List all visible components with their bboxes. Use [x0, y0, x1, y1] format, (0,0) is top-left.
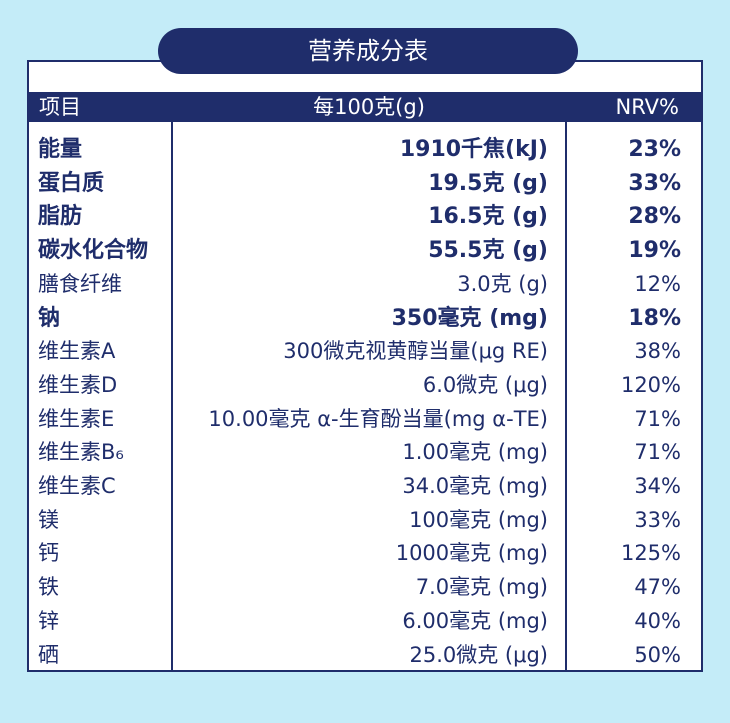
amount-cell: 1910千焦(kJ): [399, 137, 548, 162]
amount-cell: 34.0毫克 (mg): [402, 474, 548, 498]
nrv-cell: 18%: [628, 305, 681, 331]
nrv-cell: 33%: [628, 170, 681, 196]
header-cell: NRV%: [615, 95, 679, 119]
amount-cell: 10.00毫克 α-生育酚当量(mg α-TE): [208, 406, 548, 431]
item-cell: 铁: [38, 575, 59, 600]
item-cell: 维生素A: [38, 339, 116, 364]
item-cell: 钠: [38, 305, 61, 331]
table-row: 镁 100毫克 (mg) 33%: [27, 504, 703, 538]
item-cell: 维生素B₆: [38, 440, 124, 465]
nrv-cell: 40%: [634, 608, 681, 633]
title: 营养成分表: [158, 28, 578, 74]
amount-cell: 7.0毫克 (mg): [415, 575, 548, 600]
item-cell: 钙: [38, 541, 59, 566]
amount-cell: 350毫克 (mg): [391, 305, 548, 331]
amount-cell: 300微克视黄醇当量(μg RE): [283, 339, 548, 364]
amount-cell: 16.5克 (g): [428, 204, 548, 230]
table-row: 钠 350毫克 (mg) 18%: [27, 302, 703, 336]
nrv-cell: 125%: [620, 541, 681, 566]
table-card: [27, 60, 703, 672]
nrv-cell: 50%: [634, 642, 681, 667]
item-cell: 硒: [38, 642, 59, 667]
nrv-cell: 12%: [634, 271, 681, 296]
table-row: 维生素E 10.00毫克 α-生育酚当量(mg α-TE) 71%: [27, 403, 703, 437]
table-row: 锌 6.00毫克 (mg) 40%: [27, 605, 703, 639]
table-row: 铁 7.0毫克 (mg) 47%: [27, 571, 703, 605]
item-cell: 碳水化合物: [38, 238, 149, 264]
item-cell: 脂肪: [38, 204, 83, 230]
nrv-cell: 71%: [634, 406, 681, 431]
table-row: 维生素C 34.0毫克 (mg) 34%: [27, 470, 703, 504]
nrv-cell: 120%: [620, 372, 681, 397]
nrv-cell: 28%: [628, 204, 681, 230]
nrv-cell: 47%: [634, 575, 681, 600]
item-cell: 镁: [38, 507, 59, 532]
nrv-cell: 33%: [634, 507, 681, 532]
amount-cell: 25.0微克 (μg): [409, 642, 548, 667]
header-cell: 项目: [39, 95, 81, 119]
item-cell: 维生素C: [38, 474, 116, 498]
column-divider: [171, 122, 173, 670]
nrv-cell: 23%: [628, 137, 681, 162]
table-row: 蛋白质 19.5克 (g) 33%: [27, 167, 703, 201]
table-row: 能量 1910千焦(kJ) 23%: [27, 133, 703, 167]
nrv-cell: 71%: [634, 440, 681, 465]
amount-cell: 3.0克 (g): [457, 271, 548, 296]
table-row: 膳食纤维 3.0克 (g) 12%: [27, 268, 703, 302]
table-row: 维生素D 6.0微克 (μg) 120%: [27, 369, 703, 403]
table-row: 维生素A 300微克视黄醇当量(μg RE) 38%: [27, 335, 703, 369]
amount-cell: 6.00毫克 (mg): [402, 608, 548, 633]
amount-cell: 1000毫克 (mg): [395, 541, 548, 566]
amount-cell: 55.5克 (g): [428, 238, 548, 264]
item-cell: 膳食纤维: [38, 271, 122, 296]
table-row: 硒 25.0微克 (μg) 50%: [27, 639, 703, 673]
item-cell: 锌: [38, 608, 59, 633]
amount-cell: 19.5克 (g): [428, 170, 548, 196]
item-cell: 维生素D: [38, 372, 118, 397]
amount-cell: 1.00毫克 (mg): [402, 440, 548, 465]
table-header: 项目 每100克(g) NRV%: [27, 92, 703, 122]
item-cell: 维生素E: [38, 406, 115, 431]
amount-cell: 100毫克 (mg): [409, 507, 548, 532]
amount-cell: 6.0微克 (μg): [422, 372, 548, 397]
table-row: 维生素B₆ 1.00毫克 (mg) 71%: [27, 436, 703, 470]
nrv-cell: 38%: [634, 339, 681, 364]
nrv-cell: 19%: [628, 238, 681, 264]
table-row: 碳水化合物 55.5克 (g) 19%: [27, 234, 703, 268]
item-cell: 蛋白质: [38, 170, 105, 196]
table-row: 脂肪 16.5克 (g) 28%: [27, 200, 703, 234]
nrv-cell: 34%: [634, 474, 681, 498]
header-cell: 每100克(g): [313, 95, 425, 119]
column-divider: [565, 122, 567, 670]
item-cell: 能量: [38, 137, 83, 162]
table-row: 钙 1000毫克 (mg) 125%: [27, 537, 703, 571]
